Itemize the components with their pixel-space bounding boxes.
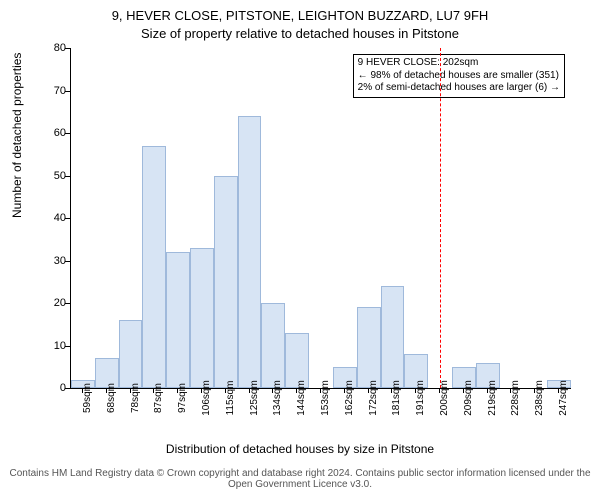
x-tick-label: 97sqm bbox=[177, 383, 188, 413]
histogram-bar bbox=[119, 320, 143, 388]
chart-title-line2: Size of property relative to detached ho… bbox=[0, 26, 600, 41]
y-tick-mark bbox=[65, 261, 70, 262]
y-tick-mark bbox=[65, 218, 70, 219]
x-tick-label: 181sqm bbox=[391, 380, 402, 416]
x-tick-label: 228sqm bbox=[510, 380, 521, 416]
x-tick-label: 162sqm bbox=[344, 380, 355, 416]
x-tick-label: 219sqm bbox=[487, 380, 498, 416]
x-tick-label: 153sqm bbox=[320, 380, 331, 416]
x-tick-label: 144sqm bbox=[296, 380, 307, 416]
histogram-bar bbox=[261, 303, 285, 388]
x-axis-label: Distribution of detached houses by size … bbox=[0, 442, 600, 456]
histogram-bar bbox=[238, 116, 262, 388]
y-tick-mark bbox=[65, 303, 70, 304]
x-tick-label: 200sqm bbox=[439, 380, 450, 416]
histogram-bar bbox=[381, 286, 405, 388]
x-tick-label: 191sqm bbox=[415, 380, 426, 416]
x-tick-label: 78sqm bbox=[130, 383, 141, 413]
annotation-line: ← 98% of detached houses are smaller (35… bbox=[358, 70, 560, 83]
x-tick-label: 247sqm bbox=[558, 380, 569, 416]
x-tick-label: 238sqm bbox=[534, 380, 545, 416]
x-tick-label: 106sqm bbox=[201, 380, 212, 416]
y-tick-mark bbox=[65, 133, 70, 134]
histogram-bar bbox=[142, 146, 166, 388]
y-tick-mark bbox=[65, 388, 70, 389]
annotation-box: 9 HEVER CLOSE: 202sqm← 98% of detached h… bbox=[353, 54, 565, 98]
y-tick-mark bbox=[65, 176, 70, 177]
x-tick-label: 59sqm bbox=[82, 383, 93, 413]
footer-text: Contains HM Land Registry data © Crown c… bbox=[0, 468, 600, 490]
y-tick-mark bbox=[65, 346, 70, 347]
histogram-bar bbox=[214, 176, 238, 389]
x-tick-label: 172sqm bbox=[368, 380, 379, 416]
y-tick-mark bbox=[65, 91, 70, 92]
x-tick-label: 134sqm bbox=[272, 380, 283, 416]
chart-title-line1: 9, HEVER CLOSE, PITSTONE, LEIGHTON BUZZA… bbox=[0, 8, 600, 23]
plot-area: 9 HEVER CLOSE: 202sqm← 98% of detached h… bbox=[70, 48, 571, 389]
x-tick-label: 115sqm bbox=[225, 381, 236, 416]
histogram-bar bbox=[166, 252, 190, 388]
x-tick-label: 87sqm bbox=[153, 383, 164, 413]
annotation-line: 9 HEVER CLOSE: 202sqm bbox=[358, 57, 560, 70]
x-tick-label: 68sqm bbox=[106, 383, 117, 413]
marker-line bbox=[440, 48, 441, 388]
y-axis-label: Number of detached properties bbox=[10, 53, 24, 218]
y-tick-mark bbox=[65, 48, 70, 49]
x-tick-label: 209sqm bbox=[463, 380, 474, 416]
histogram-bar bbox=[190, 248, 214, 388]
annotation-line: 2% of semi-detached houses are larger (6… bbox=[358, 82, 560, 95]
histogram-bar bbox=[357, 307, 381, 388]
x-tick-label: 125sqm bbox=[249, 380, 260, 416]
